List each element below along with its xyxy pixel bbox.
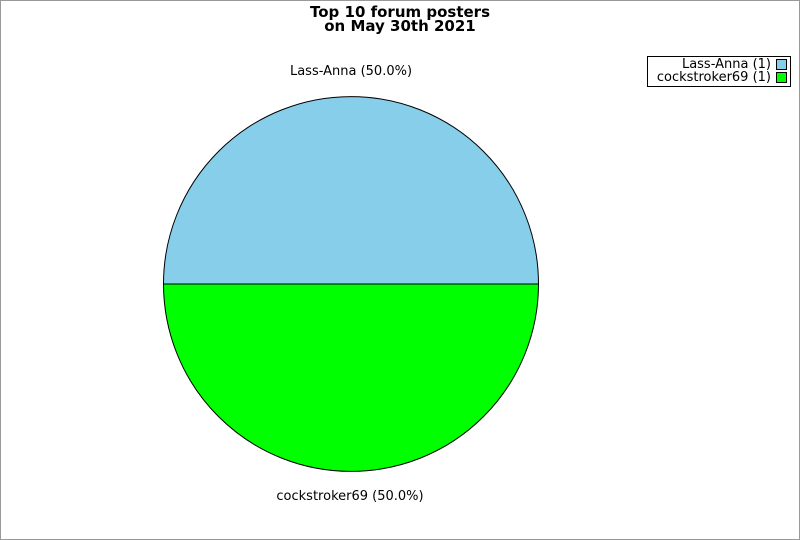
chart-title-line2: on May 30th 2021 — [324, 17, 476, 35]
legend-item-cockstroker69: cockstroker69 (1) — [651, 71, 787, 84]
legend-label-cockstroker69: cockstroker69 (1) — [656, 70, 771, 85]
chart-title-line1: Top 10 forum posters — [310, 3, 490, 21]
legend-label-lass-anna: Lass-Anna (1) — [681, 57, 771, 72]
chart-title: Top 10 forum posters on May 30th 2021 — [1, 3, 799, 35]
legend: Lass-Anna (1) cockstroker69 (1) — [647, 56, 791, 87]
slice-label-cockstroker69: cockstroker69 (50.0%) — [276, 489, 424, 504]
legend-item-lass-anna: Lass-Anna (1) — [651, 58, 787, 71]
slice-label-lass-anna: Lass-Anna (50.0%) — [289, 64, 413, 79]
pie-chart — [162, 96, 540, 472]
pie-slice-lass-anna — [162, 96, 540, 285]
legend-swatch-lass-anna — [776, 59, 787, 70]
legend-swatch-cockstroker69 — [776, 72, 787, 83]
pie-slice-cockstroker69 — [162, 283, 540, 472]
